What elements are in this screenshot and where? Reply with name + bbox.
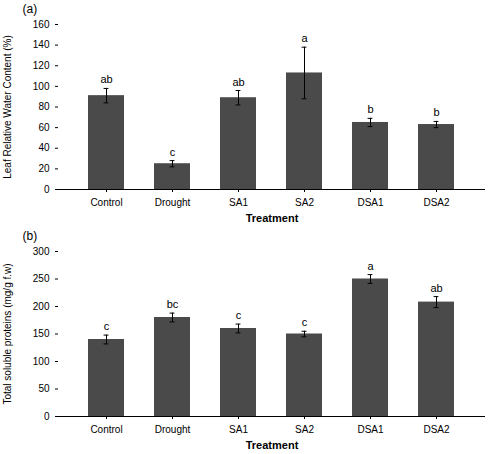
svg-text:DSA1: DSA1 xyxy=(357,197,384,208)
svg-text:(b): (b) xyxy=(23,229,38,243)
svg-text:300: 300 xyxy=(33,246,50,257)
svg-text:Control: Control xyxy=(90,197,122,208)
svg-text:200: 200 xyxy=(33,301,50,312)
svg-text:SA1: SA1 xyxy=(229,197,248,208)
svg-text:b: b xyxy=(367,103,373,115)
svg-text:100: 100 xyxy=(33,81,50,92)
svg-text:0: 0 xyxy=(44,411,50,422)
svg-text:120: 120 xyxy=(33,60,50,71)
svg-text:140: 140 xyxy=(33,39,50,50)
svg-text:ab: ab xyxy=(232,76,244,88)
svg-text:Leaf Relative Water Content (%: Leaf Relative Water Content (%) xyxy=(2,35,13,179)
svg-text:bc: bc xyxy=(167,298,179,310)
svg-text:160: 160 xyxy=(33,19,50,30)
svg-text:50: 50 xyxy=(38,383,50,394)
svg-text:20: 20 xyxy=(38,163,50,174)
svg-text:DSA2: DSA2 xyxy=(423,424,450,435)
svg-text:b: b xyxy=(433,106,439,118)
svg-text:DSA1: DSA1 xyxy=(357,424,384,435)
svg-text:a: a xyxy=(301,32,308,44)
svg-text:80: 80 xyxy=(38,101,50,112)
svg-text:c: c xyxy=(104,320,110,332)
svg-text:c: c xyxy=(236,309,242,321)
svg-text:SA2: SA2 xyxy=(295,424,314,435)
svg-text:SA2: SA2 xyxy=(295,197,314,208)
svg-text:40: 40 xyxy=(38,142,50,153)
svg-text:Treatment: Treatment xyxy=(246,212,299,224)
svg-text:c: c xyxy=(170,146,176,158)
svg-text:150: 150 xyxy=(33,328,50,339)
svg-text:60: 60 xyxy=(38,122,50,133)
svg-text:(a): (a) xyxy=(23,2,38,16)
svg-text:Drought: Drought xyxy=(155,197,191,208)
svg-text:c: c xyxy=(302,316,308,328)
svg-text:100: 100 xyxy=(33,356,50,367)
svg-text:SA1: SA1 xyxy=(229,424,248,435)
svg-text:ab: ab xyxy=(100,73,112,85)
svg-text:250: 250 xyxy=(33,273,50,284)
svg-text:a: a xyxy=(367,260,374,272)
svg-text:DSA2: DSA2 xyxy=(423,197,450,208)
svg-text:Treatment: Treatment xyxy=(246,439,299,451)
svg-text:Drought: Drought xyxy=(155,424,191,435)
svg-text:ab: ab xyxy=(430,282,442,294)
svg-text:Total soluble proteins (mg/g f: Total soluble proteins (mg/g f.w) xyxy=(2,263,13,404)
svg-text:Control: Control xyxy=(90,424,122,435)
svg-text:0: 0 xyxy=(44,184,50,195)
